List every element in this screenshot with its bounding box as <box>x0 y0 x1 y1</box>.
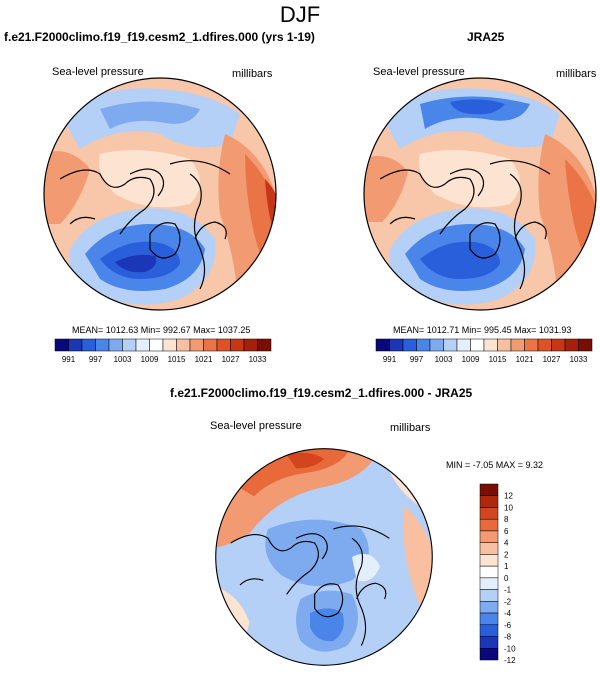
diff-colorbar-tick-label: 1 <box>504 562 509 571</box>
model-colorbar-swatch <box>108 338 123 352</box>
diff-colorbar-swatch <box>479 648 499 661</box>
diff-colorbar-tick-label: -8 <box>504 633 512 642</box>
obs-colorbar-tick-label: 1033 <box>570 355 588 364</box>
model-colorbar-swatch <box>135 338 150 352</box>
diff-colorbar-swatch <box>479 577 499 590</box>
obs-colorbar-swatch <box>524 338 539 352</box>
obs-variable-label: Sea-level pressure <box>373 66 465 78</box>
model-colorbar-tick-label: 1021 <box>195 355 213 364</box>
model-units-label: millibars <box>232 68 273 80</box>
model-colorbar-swatch <box>54 338 69 352</box>
obs-colorbar-tick-label: 1003 <box>435 355 453 364</box>
diff-panel-title: f.e21.F2000climo.f19_f19.cesm2_1.dfires.… <box>170 386 473 400</box>
obs-colorbar-swatch <box>564 338 579 352</box>
diff-colorbar-swatch <box>479 507 499 520</box>
obs-polar-map <box>363 77 597 311</box>
obs-colorbar-swatch <box>470 338 485 352</box>
model-colorbar-swatch <box>149 338 164 352</box>
diff-colorbar-swatch <box>479 542 499 555</box>
model-colorbar-swatch <box>203 338 218 352</box>
model-panel-title: f.e21.F2000climo.f19_f19.cesm2_1.dfires.… <box>4 30 315 44</box>
model-colorbar-tick-label: 1027 <box>222 355 240 364</box>
model-colorbar-swatch <box>162 338 177 352</box>
obs-colorbar-swatch <box>497 338 512 352</box>
obs-colorbar-swatch <box>551 338 566 352</box>
model-colorbar: 991 997 1003 1009 1015 1021 1027 1033 <box>54 338 272 364</box>
model-colorbar-swatch <box>257 338 272 352</box>
diff-colorbar-swatch <box>479 518 499 532</box>
obs-colorbar-swatch <box>510 338 525 352</box>
diff-polar-map <box>215 448 433 666</box>
model-colorbar-tick-label: 1033 <box>249 355 267 364</box>
diff-units-label: millibars <box>390 422 431 434</box>
model-colorbar-swatch <box>81 338 96 352</box>
model-colorbar-swatch <box>189 338 204 352</box>
model-stats: MEAN= 1012.63 Min= 992.67 Max= 1037.25 <box>72 325 251 335</box>
diff-stats: MIN = -7.05 MAX = 9.32 <box>446 460 544 470</box>
diff-colorbar-tick-label: -4 <box>504 609 512 618</box>
model-colorbar-swatch <box>216 338 231 352</box>
figure-title: DJF <box>279 2 321 27</box>
model-colorbar-tick-label: 1003 <box>114 355 132 364</box>
diff-colorbar-swatch <box>479 530 499 543</box>
model-colorbar-tick-label: 991 <box>62 355 76 364</box>
model-colorbar-tick-label: 1009 <box>141 355 159 364</box>
diff-colorbar-swatch <box>479 636 499 649</box>
model-variable-label: Sea-level pressure <box>52 66 144 78</box>
obs-colorbar-swatch <box>483 338 498 352</box>
diff-colorbar-tick-label: -6 <box>504 621 512 630</box>
diff-colorbar-tick-label: 4 <box>504 539 509 548</box>
diff-colorbar-tick-label: -2 <box>504 597 512 606</box>
obs-colorbar-swatch <box>429 338 444 352</box>
model-colorbar-tick-label: 1015 <box>168 355 186 364</box>
diff-colorbar-swatch <box>479 601 499 614</box>
diff-colorbar-tick-label: -12 <box>504 656 516 665</box>
obs-stats: MEAN= 1012.71 Min= 995.45 Max= 1031.93 <box>393 325 572 335</box>
obs-colorbar-swatch <box>389 338 404 352</box>
diff-colorbar-swatch <box>479 483 499 496</box>
obs-colorbar-tick-label: 1027 <box>543 355 561 364</box>
model-colorbar-tick-label: 997 <box>89 355 103 364</box>
diff-colorbar-tick-label: -1 <box>504 586 512 595</box>
obs-colorbar: 991 997 1003 1009 1015 1021 1027 1033 <box>375 338 593 364</box>
obs-colorbar-swatch <box>416 338 431 352</box>
diff-colorbar-tick-label: 6 <box>504 527 509 536</box>
obs-colorbar-swatch <box>402 338 417 352</box>
obs-colorbar-swatch <box>443 338 458 352</box>
model-colorbar-swatch <box>230 338 245 352</box>
obs-colorbar-tick-label: 997 <box>410 355 424 364</box>
diff-colorbar-swatch <box>479 589 499 602</box>
obs-colorbar-tick-label: 1015 <box>489 355 507 364</box>
diff-colorbar-swatch <box>479 554 499 567</box>
obs-colorbar-tick-label: 991 <box>383 355 397 364</box>
diff-colorbar-tick-label: 8 <box>504 515 509 524</box>
obs-units-label: millibars <box>556 68 597 80</box>
diff-colorbar-swatch <box>479 565 499 579</box>
diff-colorbar-swatch <box>479 612 499 626</box>
obs-colorbar-tick-label: 1009 <box>462 355 480 364</box>
diff-colorbar-swatch <box>479 624 499 637</box>
obs-colorbar-swatch <box>456 338 471 352</box>
obs-colorbar-swatch <box>578 338 593 352</box>
model-colorbar-swatch <box>95 338 110 352</box>
model-polar-map <box>43 77 277 311</box>
model-colorbar-swatch <box>122 338 137 352</box>
model-colorbar-swatch <box>176 338 191 352</box>
obs-colorbar-tick-label: 1021 <box>516 355 534 364</box>
diff-colorbar-tick-label: -10 <box>504 644 516 653</box>
diff-variable-label: Sea-level pressure <box>210 420 302 432</box>
obs-colorbar-swatch <box>537 338 552 352</box>
model-colorbar-swatch <box>68 338 83 352</box>
model-colorbar-swatch <box>243 338 258 352</box>
diff-colorbar-tick-label: 2 <box>504 550 509 559</box>
obs-colorbar-swatch <box>375 338 390 352</box>
diff-colorbar-tick-label: 10 <box>504 503 513 512</box>
obs-panel-title: JRA25 <box>467 30 505 44</box>
diff-colorbar-swatch <box>479 495 499 508</box>
diff-colorbar-tick-label: 0 <box>504 574 509 583</box>
diff-colorbar-tick-label: 12 <box>504 492 513 501</box>
